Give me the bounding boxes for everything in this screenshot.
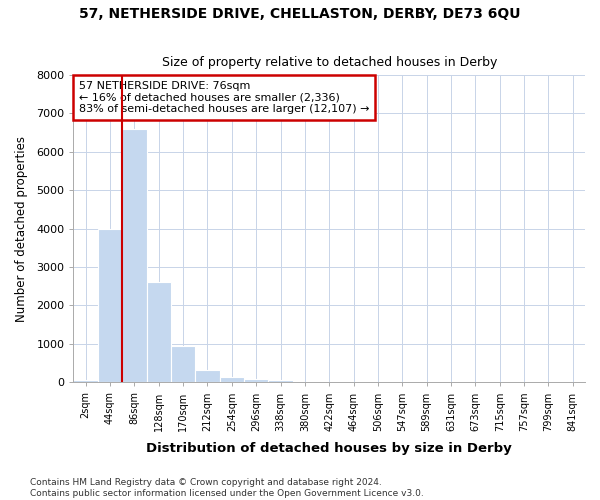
Text: 57 NETHERSIDE DRIVE: 76sqm
← 16% of detached houses are smaller (2,336)
83% of s: 57 NETHERSIDE DRIVE: 76sqm ← 16% of deta… xyxy=(79,81,369,114)
Bar xyxy=(171,346,195,383)
Bar xyxy=(122,128,146,382)
Bar xyxy=(244,378,268,382)
Bar xyxy=(98,228,122,382)
Bar xyxy=(195,370,220,382)
Text: Contains HM Land Registry data © Crown copyright and database right 2024.
Contai: Contains HM Land Registry data © Crown c… xyxy=(30,478,424,498)
Bar xyxy=(268,380,293,382)
Title: Size of property relative to detached houses in Derby: Size of property relative to detached ho… xyxy=(161,56,497,70)
Text: 57, NETHERSIDE DRIVE, CHELLASTON, DERBY, DE73 6QU: 57, NETHERSIDE DRIVE, CHELLASTON, DERBY,… xyxy=(79,8,521,22)
X-axis label: Distribution of detached houses by size in Derby: Distribution of detached houses by size … xyxy=(146,442,512,455)
Y-axis label: Number of detached properties: Number of detached properties xyxy=(15,136,28,322)
Bar xyxy=(73,380,98,382)
Bar xyxy=(146,282,171,382)
Bar xyxy=(220,377,244,382)
